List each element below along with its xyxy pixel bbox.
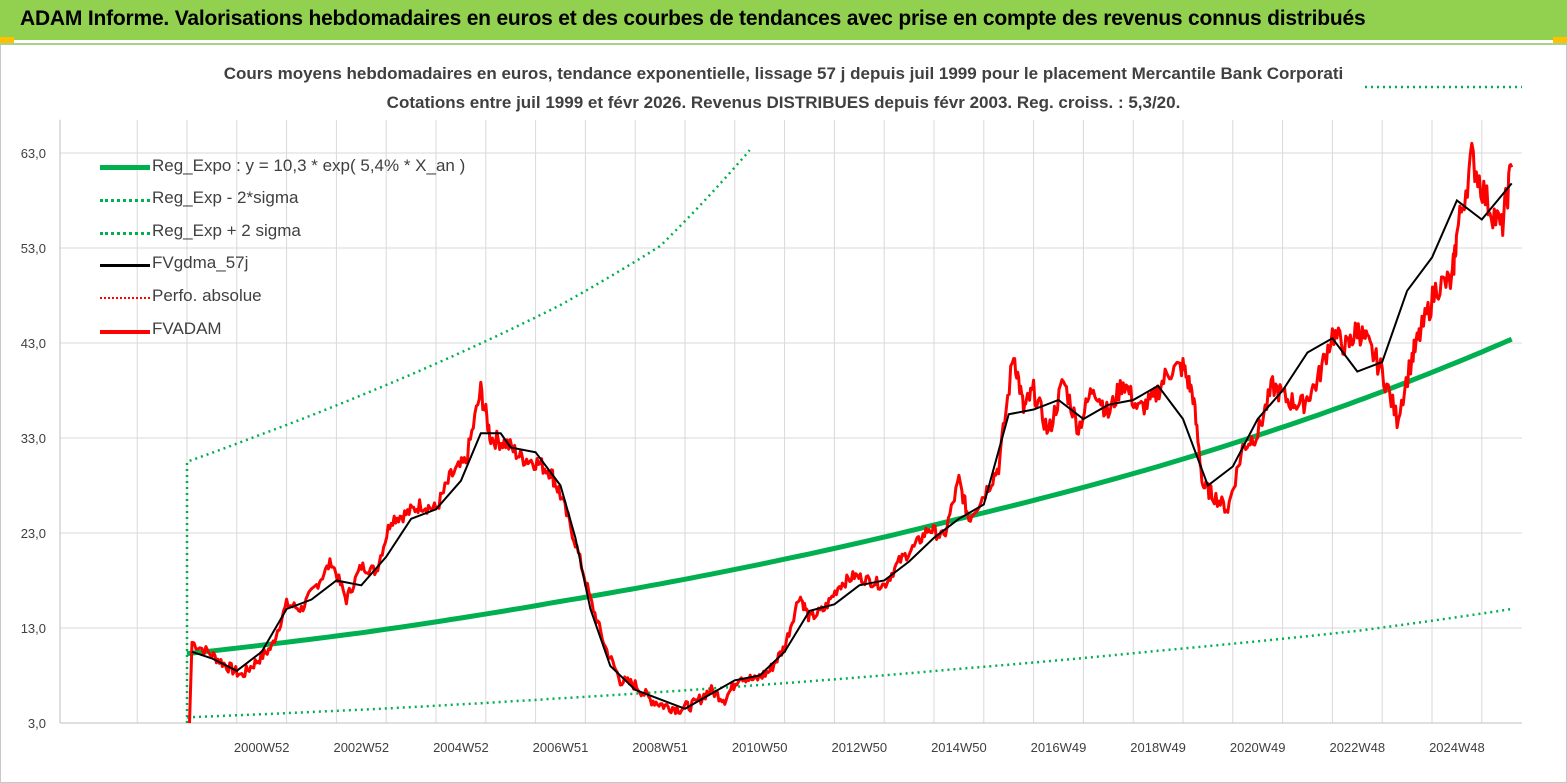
legend-swatch-fvgdma (100, 264, 150, 267)
y-tick-label: 43,0 (21, 336, 46, 351)
legend-swatch-reg-exp-minus (100, 199, 150, 202)
legend-label-reg-exp-plus: Reg_Exp + 2 sigma (152, 221, 301, 240)
legend-label-fvadam: FVADAM (152, 319, 222, 338)
header-divider (0, 43, 1567, 45)
y-tick-label: 33,0 (21, 431, 46, 446)
x-tick-label: 2016W49 (1031, 740, 1087, 755)
legend-label-reg-expo: Reg_Expo : y = 10,3 * exp( 5,4% * X_an ) (152, 156, 466, 175)
x-tick-label: 2008W51 (632, 740, 688, 755)
page-title: ADAM Informe. Valorisations hebdomadaire… (20, 7, 1366, 30)
legend-swatch-reg-exp-plus (100, 232, 150, 235)
x-tick-label: 2002W52 (333, 740, 389, 755)
series-reg-exp-minus-2sigma (186, 607, 1512, 719)
x-tick-label: 2000W52 (234, 740, 290, 755)
legend-label-reg-exp-minus: Reg_Exp - 2*sigma (152, 188, 299, 207)
legend-swatch-reg-expo (100, 165, 150, 170)
accent-bar-left (0, 37, 14, 43)
x-tick-label: 2022W48 (1329, 740, 1385, 755)
y-tick-label: 3,0 (28, 716, 46, 731)
header-bar: ADAM Informe. Valorisations hebdomadaire… (0, 0, 1567, 40)
y-tick-label: 53,0 (21, 241, 46, 256)
y-tick-label: 23,0 (21, 526, 46, 541)
series-fvgdma-57j (191, 182, 1513, 710)
x-tick-label: 2024W48 (1429, 740, 1485, 755)
x-tick-label: 2006W51 (533, 740, 589, 755)
x-tick-label: 2010W50 (732, 740, 788, 755)
accent-bar-right (1553, 37, 1567, 43)
legend-swatch-fvadam (100, 330, 150, 334)
legend-label-fvgdma: FVgdma_57j (152, 253, 249, 272)
series-reg-exp-plus-2sigma (185, 149, 751, 723)
chart-subtitle: Cotations entre juil 1999 et févr 2026. … (386, 93, 1181, 112)
y-tick-label: 13,0 (21, 621, 46, 636)
series-reg-expo (186, 336, 1513, 657)
x-tick-label: 2012W50 (831, 740, 887, 755)
legend-swatch-perfo (100, 297, 150, 299)
x-tick-label: 2014W50 (931, 740, 987, 755)
legend-label-perfo: Perfo. absolue (152, 286, 262, 305)
chart-title: Cours moyens hebdomadaires en euros, ten… (223, 64, 1344, 83)
x-tick-label: 2020W49 (1230, 740, 1286, 755)
x-tick-label: 2018W49 (1130, 740, 1186, 755)
y-tick-label: 63,0 (21, 146, 46, 161)
x-tick-label: 2004W52 (433, 740, 489, 755)
